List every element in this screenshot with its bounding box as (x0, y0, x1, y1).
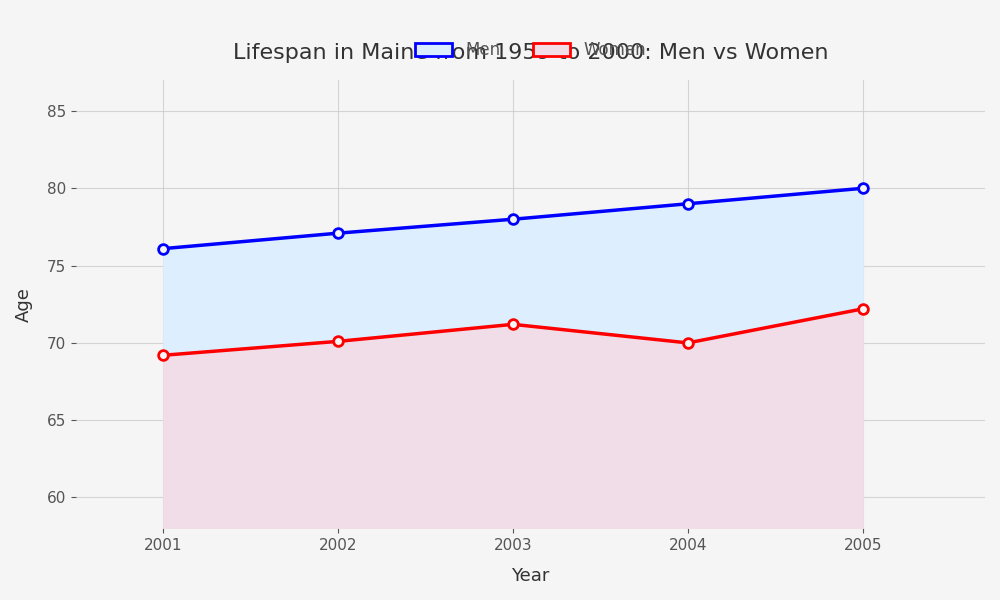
Title: Lifespan in Maine from 1959 to 2000: Men vs Women: Lifespan in Maine from 1959 to 2000: Men… (233, 43, 828, 63)
Y-axis label: Age: Age (15, 287, 33, 322)
X-axis label: Year: Year (511, 567, 550, 585)
Legend: Men, Women: Men, Women (408, 35, 653, 66)
